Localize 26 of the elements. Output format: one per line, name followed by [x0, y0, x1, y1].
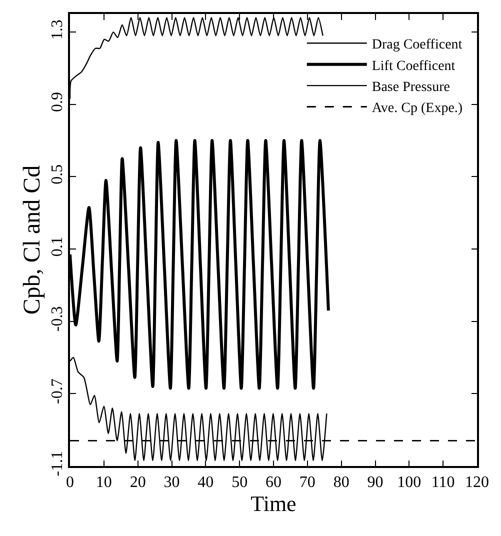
x-tick-label: 20: [130, 474, 146, 491]
y-tick-label: 1.3: [48, 20, 66, 40]
x-tick-label: 50: [232, 474, 248, 491]
x-tick-label: 60: [266, 474, 282, 491]
y-axis-title: Cpb, Cl and Cd: [19, 165, 46, 315]
y-tick-label: 0.5: [48, 164, 66, 184]
x-tick-label: 100: [397, 474, 422, 491]
y-tick-label: -0.7: [48, 378, 66, 404]
legend-label: Lift Coefficent: [372, 58, 456, 74]
x-tick-label: 0: [66, 474, 74, 491]
x-tick-label: 40: [198, 474, 214, 491]
legend-label: Ave. Cp (Expe.): [372, 101, 463, 116]
legend-label: Base Pressure: [372, 80, 450, 96]
y-tick-label: -0.3: [48, 306, 66, 332]
x-axis-title: Time: [250, 490, 296, 516]
y-tick-label: 0.9: [48, 92, 66, 112]
y-tick-label: -1.1: [48, 450, 66, 476]
x-tick-label: 90: [367, 474, 384, 491]
legend-label: Drag Coefficent: [372, 38, 462, 53]
x-tick-label: 80: [333, 474, 350, 491]
x-tick-label: 10: [96, 474, 112, 491]
x-tick-label: 120: [465, 474, 489, 491]
x-tick-label: 30: [164, 474, 180, 491]
y-tick-label: 0.1: [48, 236, 66, 257]
x-tick-label: 110: [431, 474, 455, 491]
x-tick-label: 70: [299, 474, 316, 491]
